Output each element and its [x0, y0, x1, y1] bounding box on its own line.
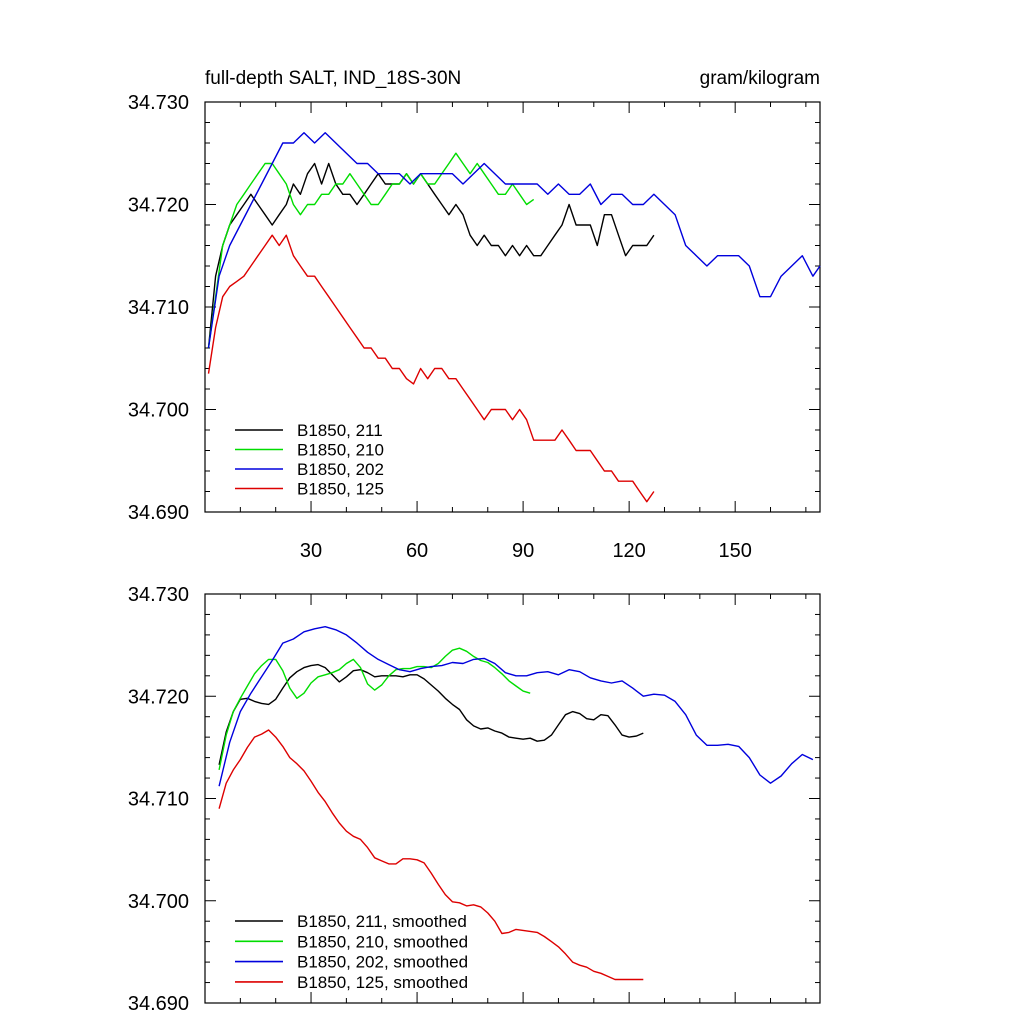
x-tick-label: 60 — [406, 540, 428, 562]
y-tick-label: 34.730 — [128, 92, 189, 114]
y-tick-label: 34.720 — [128, 686, 189, 708]
series-line-0 — [218, 663, 644, 765]
y-tick-label: 34.690 — [128, 502, 189, 524]
y-tick-label: 34.700 — [128, 891, 189, 913]
y-tick-label: 34.710 — [128, 789, 189, 811]
units-label: gram/kilogram — [700, 68, 820, 89]
legend-label: B1850, 211 — [297, 421, 383, 440]
legend-label: B1850, 125 — [297, 480, 384, 499]
series-line-3 — [218, 729, 644, 981]
series-line-1 — [207, 152, 535, 349]
legend-label: B1850, 210 — [297, 441, 384, 460]
x-tick-label: 30 — [300, 540, 322, 562]
y-tick-label: 34.700 — [128, 400, 189, 422]
series-line-0 — [207, 162, 655, 349]
x-tick-label: 90 — [512, 540, 534, 562]
chart-title: full-depth SALT, IND_18S-30N — [205, 68, 461, 89]
y-tick-label: 34.730 — [128, 584, 189, 606]
x-tick-label: 150 — [718, 540, 751, 562]
y-tick-label: 34.710 — [128, 297, 189, 319]
legend-label: B1850, 202, smoothed — [297, 953, 468, 972]
series-line-2 — [207, 132, 821, 349]
raw-salinity-panel: 30 60 90 120 150 34.690 34.700 34.710 34.720 34.7… — [128, 68, 821, 562]
x-tick-label: 120 — [612, 540, 645, 562]
series-line-2 — [218, 626, 814, 787]
series-line-1 — [218, 647, 531, 771]
legend-label: B1850, 211, smoothed — [297, 912, 467, 931]
y-tick-label: 34.690 — [128, 993, 189, 1015]
series-line-3 — [207, 234, 655, 503]
legend-label: B1850, 202 — [297, 460, 384, 479]
legend-label: B1850, 210, smoothed — [297, 932, 468, 951]
legend-label: B1850, 125, smoothed — [297, 973, 468, 992]
y-tick-label: 34.720 — [128, 195, 189, 217]
smoothed-salinity-panel: 34.690 34.700 34.710 34.720 34.730 B1850, 211… — [128, 584, 821, 1015]
